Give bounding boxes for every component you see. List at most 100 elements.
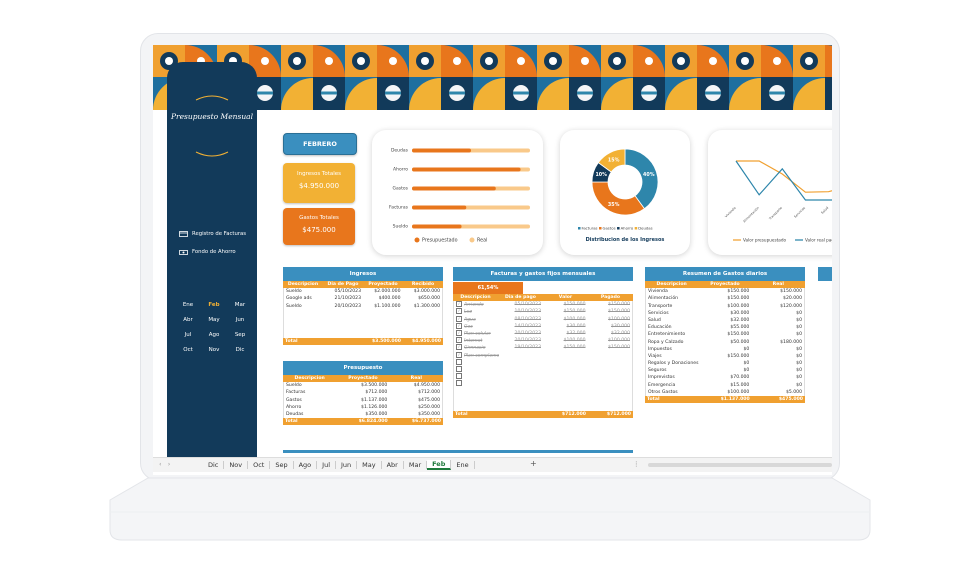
table-row: ✓ Gas 14/10/2023 $30.000 $30.000: [454, 322, 632, 330]
category-label: Sueldo: [393, 224, 409, 230]
table-cell: Deudas: [286, 411, 304, 417]
table-cell: $0: [796, 346, 803, 352]
table-cell: Educación: [648, 325, 672, 331]
month-button[interactable]: FEBRERO: [283, 133, 357, 155]
table-row: [454, 373, 632, 380]
column-header: Valor: [558, 295, 573, 300]
table-cell: $150.000: [727, 296, 750, 302]
checkbox[interactable]: [456, 358, 462, 365]
table-cell: $100.000: [563, 338, 586, 344]
sheet-tab[interactable]: Mar: [404, 461, 428, 469]
checkbox[interactable]: [456, 380, 462, 387]
table-cell: 21/10/2023: [334, 296, 361, 302]
total-cell: Total: [285, 339, 298, 345]
month-link[interactable]: Jul: [184, 332, 192, 338]
bar-chart: Deudas Ahorro Gastos Facturas Sueldo Presupue…: [389, 148, 530, 244]
table-cell: $0: [796, 382, 803, 388]
add-sheet[interactable]: +: [530, 459, 537, 468]
table-cell: $180.000: [780, 339, 803, 345]
column-header: Descripcion: [287, 282, 319, 287]
sheet-tab[interactable]: May: [357, 461, 382, 469]
table-row: Servicios $30.000 $0: [646, 310, 804, 317]
table-cell: $150.000: [780, 289, 803, 295]
table-cell: $0: [796, 361, 803, 367]
tab-menu[interactable]: ⋮: [633, 460, 640, 468]
nav-link[interactable]: Registro de Facturas: [179, 231, 246, 237]
table-title: Ingresos: [283, 267, 443, 281]
column-header: Real: [772, 282, 784, 287]
table-cell: $50.000: [730, 339, 750, 345]
table-cell: 14/10/2023: [514, 323, 541, 329]
category-label: Vivienda: [724, 206, 737, 219]
sheet-tab[interactable]: Feb: [427, 460, 452, 470]
checkbox[interactable]: ✓: [456, 329, 462, 336]
category-label: Alimentación: [742, 206, 760, 224]
table-cell: ✓ Arriendo: [456, 301, 484, 308]
sheet-tab[interactable]: Abr: [382, 461, 404, 469]
month-link[interactable]: Ago: [208, 332, 220, 338]
month-link[interactable]: Oct: [183, 347, 193, 353]
table-cell: Seguros: [648, 368, 667, 374]
table-cell: [543, 352, 588, 359]
sheet-tab[interactable]: Oct: [248, 461, 271, 469]
table-row: Transporte $100.000 $120.000: [646, 303, 804, 310]
banner-pattern: [153, 45, 832, 110]
checkbox[interactable]: ✓: [456, 337, 462, 344]
table-cell: Otros Gastos: [648, 389, 678, 395]
checkbox[interactable]: ✓: [456, 322, 462, 329]
checkbox[interactable]: ✓: [456, 344, 462, 351]
sheet-tab[interactable]: Jun: [336, 461, 358, 469]
column-header: Descripcion: [294, 376, 325, 381]
table-cell: $100.000: [727, 303, 750, 309]
icon: [179, 231, 188, 237]
checkbox[interactable]: ✓: [456, 351, 462, 358]
month-link[interactable]: Nov: [208, 347, 220, 353]
table-cell: $712.000: [365, 390, 388, 396]
month-link[interactable]: Sep: [234, 332, 246, 338]
table-cell: 19/10/2023: [514, 345, 541, 351]
month-link[interactable]: Mar: [234, 302, 246, 308]
partial-table: [283, 450, 633, 453]
column-header: Descripcion: [460, 295, 491, 300]
column-header: Pagado: [600, 295, 621, 300]
tab-nav-arrows[interactable]: ‹ ›: [159, 460, 171, 468]
table-cell: $100.000: [608, 338, 630, 344]
table-cell: ✓ Plan celular: [456, 329, 491, 337]
table-cell: Ropa y Calzado: [648, 339, 684, 345]
table-cell: $70.000: [730, 375, 750, 381]
sheet-tab[interactable]: Sep: [270, 461, 294, 469]
scrollbar[interactable]: [648, 463, 832, 467]
sidebar-ornament: [195, 95, 229, 157]
table-row: Google ads 21/10/2023 $400.000 $650.000: [284, 295, 442, 302]
month-link[interactable]: Dic: [235, 347, 245, 353]
series-line: [736, 160, 832, 193]
table-cell: [499, 352, 544, 359]
table-cell: $0: [743, 368, 750, 374]
legend-swatch: [578, 227, 581, 230]
month-link[interactable]: May: [208, 317, 220, 323]
table-row: Sueldo $3.500.000 $4.950.000: [284, 382, 442, 389]
table-cell: Imprevistos: [648, 375, 675, 381]
checkbox[interactable]: [456, 365, 462, 372]
table-cell: $32.000: [611, 330, 630, 336]
table-cell: $1.100.000: [374, 303, 401, 309]
table-cell: 10/10/2023: [514, 309, 541, 315]
sheet-tab[interactable]: Ene: [451, 461, 475, 469]
checkbox[interactable]: [456, 373, 462, 380]
table-cell: $150.000: [727, 353, 750, 359]
sheet-tab[interactable]: Ago: [294, 461, 318, 469]
legend-label: Ahorro: [621, 226, 634, 231]
sheet-tab[interactable]: Dic: [203, 461, 225, 469]
month-link[interactable]: Ene: [182, 302, 194, 308]
month-link[interactable]: Feb: [208, 302, 220, 308]
month-link[interactable]: Abr: [183, 317, 193, 323]
checkbox[interactable]: ✓: [456, 301, 462, 308]
checkbox[interactable]: ✓: [456, 308, 462, 315]
month-link[interactable]: Jun: [235, 317, 245, 323]
table-cell: Servicios: [648, 310, 669, 316]
sheet-tab[interactable]: Jul: [317, 461, 336, 469]
table-cell: $1.300.000: [413, 303, 440, 309]
nav-link[interactable]: Fondo de Ahorro: [179, 249, 236, 255]
checkbox[interactable]: ✓: [456, 315, 462, 322]
sheet-tab[interactable]: Nov: [224, 461, 249, 469]
